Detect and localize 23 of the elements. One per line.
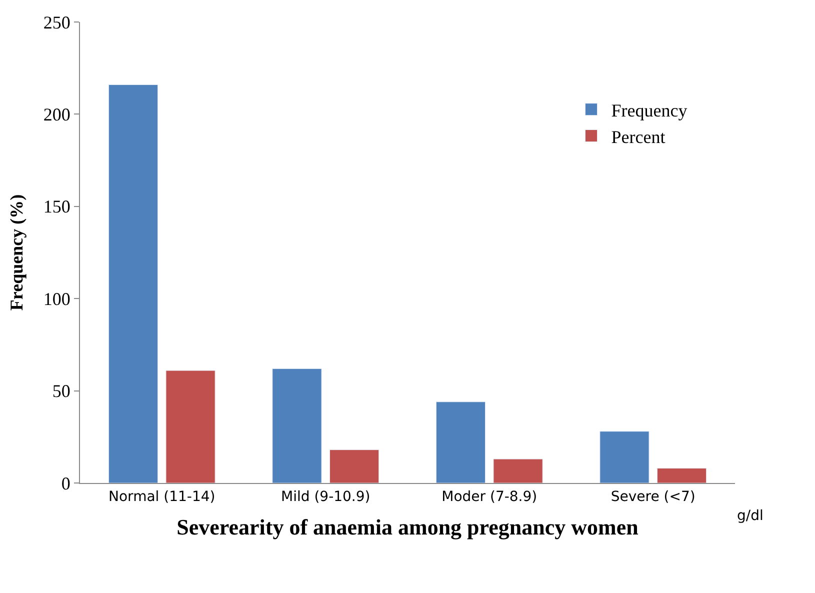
y-tick-label: 100 (43, 288, 70, 309)
x-tick-label: Severe (<7) (610, 488, 696, 505)
x-tick-label: Moder (7-8.9) (442, 488, 538, 505)
x-axis-title: Severearity of anaemia among pregnancy women (176, 514, 638, 540)
x-tick-label: Normal (11-14) (108, 488, 216, 505)
bar (272, 368, 322, 483)
legend-label: Percent (611, 126, 666, 147)
bar (600, 431, 650, 483)
bar (166, 370, 216, 483)
bar (436, 402, 486, 483)
x-tick-label: Mild (9-10.9) (281, 488, 370, 505)
bar (329, 450, 380, 483)
y-tick-label: 250 (43, 12, 70, 32)
bar (493, 458, 543, 483)
y-tick-label: 0 (61, 473, 70, 494)
legend-label: Frequency (611, 100, 688, 120)
y-tick-label: 150 (43, 196, 70, 217)
y-axis-title: Frequency (%) (6, 194, 27, 311)
text: g/dl (737, 508, 764, 524)
y-tick-label: 50 (52, 381, 70, 402)
y-tick-label: 200 (43, 104, 70, 124)
bar (656, 468, 707, 483)
bar (108, 84, 158, 483)
